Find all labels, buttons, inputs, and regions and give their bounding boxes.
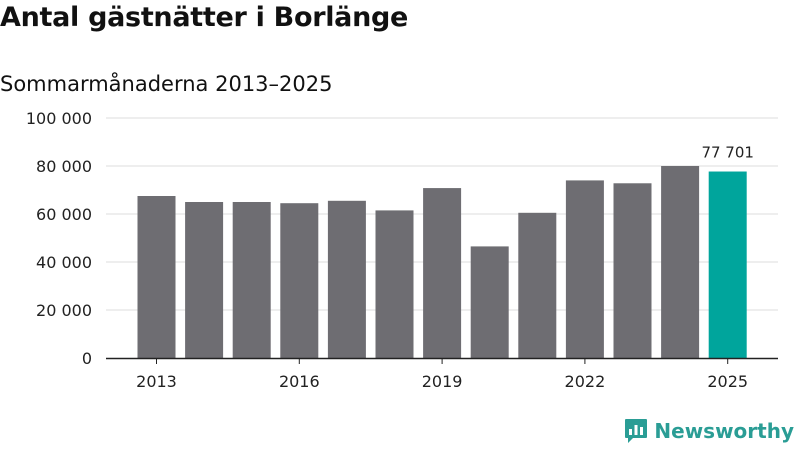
x-tick-label: 2019 [422,372,463,391]
bar-2017 [327,200,366,358]
bar-2013 [137,196,176,358]
y-tick-label: 80 000 [36,157,92,176]
bar-2018 [375,210,414,358]
bar-2023 [613,183,652,358]
y-tick-label: 60 000 [36,205,92,224]
y-tick-label: 20 000 [36,301,92,320]
y-tick-label: 100 000 [26,109,92,128]
bar-2020 [470,246,509,358]
data-label: 77 701 [701,144,754,162]
bar-2022 [565,180,604,358]
chart-title: Antal gästnätter i Borlänge [0,2,409,33]
x-tick-label: 2022 [565,372,606,391]
y-tick-label: 0 [82,349,92,368]
bar-2025 [708,171,747,358]
bar-2024 [661,166,700,358]
x-tick-label: 2013 [136,372,177,391]
bar-2021 [518,212,557,358]
bar-2016 [280,203,319,358]
x-tick-label: 2025 [707,372,748,391]
brand-logo: Newsworthy [624,418,794,444]
y-tick-label: 40 000 [36,253,92,272]
x-tick-label: 2016 [279,372,320,391]
bar-2019 [423,188,462,358]
newsworthy-logo-icon [625,419,648,443]
chart-subtitle: Sommarmånaderna 2013–2025 [0,72,333,96]
brand-name: Newsworthy [654,419,794,443]
bar-2014 [185,202,224,358]
bar-2015 [232,202,271,358]
